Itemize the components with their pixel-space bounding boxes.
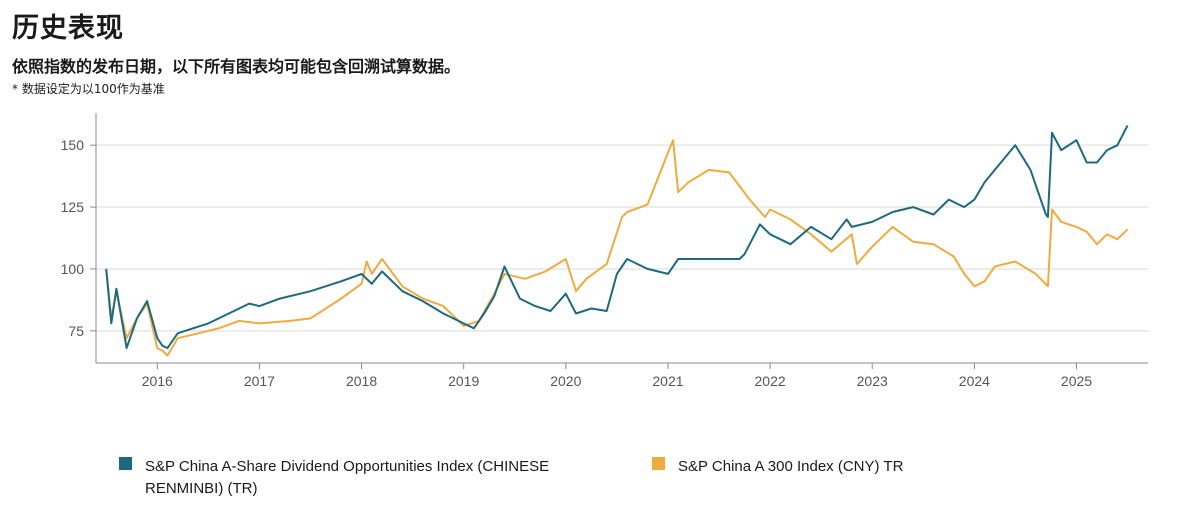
page-title: 历史表现 bbox=[12, 13, 124, 44]
y-tick-label: 75 bbox=[68, 323, 84, 339]
x-tick-label: 2023 bbox=[857, 373, 888, 389]
x-tick-label: 2017 bbox=[244, 373, 275, 389]
legend-swatch-teal bbox=[119, 457, 132, 470]
grid-lines bbox=[96, 144, 1148, 332]
x-tick-label: 2024 bbox=[959, 373, 990, 389]
y-tick-label: 125 bbox=[61, 199, 85, 215]
x-tick-label: 2020 bbox=[550, 373, 581, 389]
x-tick-label: 2019 bbox=[448, 373, 479, 389]
x-tick-label: 2025 bbox=[1061, 373, 1092, 389]
y-tick-label: 150 bbox=[61, 137, 85, 153]
series-line-2 bbox=[105, 139, 1129, 357]
page-subtitle: 依照指数的发布日期，以下所有图表均可能包含回溯试算数据。 bbox=[12, 57, 461, 76]
legend-label: S&P China A 300 Index (CNY) TR bbox=[678, 458, 904, 475]
y-tick-label: 100 bbox=[61, 261, 85, 277]
x-tick-label: 2022 bbox=[755, 373, 786, 389]
x-axis-ticks: 2016 2017 2018 2019 2020 2021 2022 2023 2024 2025 bbox=[142, 363, 1092, 389]
line-chart: 75 100 125 150 2016 2017 2018 2019 2020 2021 2022… bbox=[61, 113, 1148, 389]
x-tick-label: 2018 bbox=[346, 373, 377, 389]
x-tick-label: 2021 bbox=[652, 373, 683, 389]
series-line-1 bbox=[105, 124, 1129, 350]
x-tick-label: 2016 bbox=[142, 373, 173, 389]
series-layer bbox=[105, 124, 1129, 357]
legend-swatch-orange bbox=[652, 457, 665, 470]
y-axis-ticks: 75 100 125 150 bbox=[61, 137, 96, 339]
legend-label: S&P China A-Share Dividend Opportunities… bbox=[145, 458, 550, 497]
baseline-note: * 数据设定为以100作为基准 bbox=[12, 82, 165, 96]
